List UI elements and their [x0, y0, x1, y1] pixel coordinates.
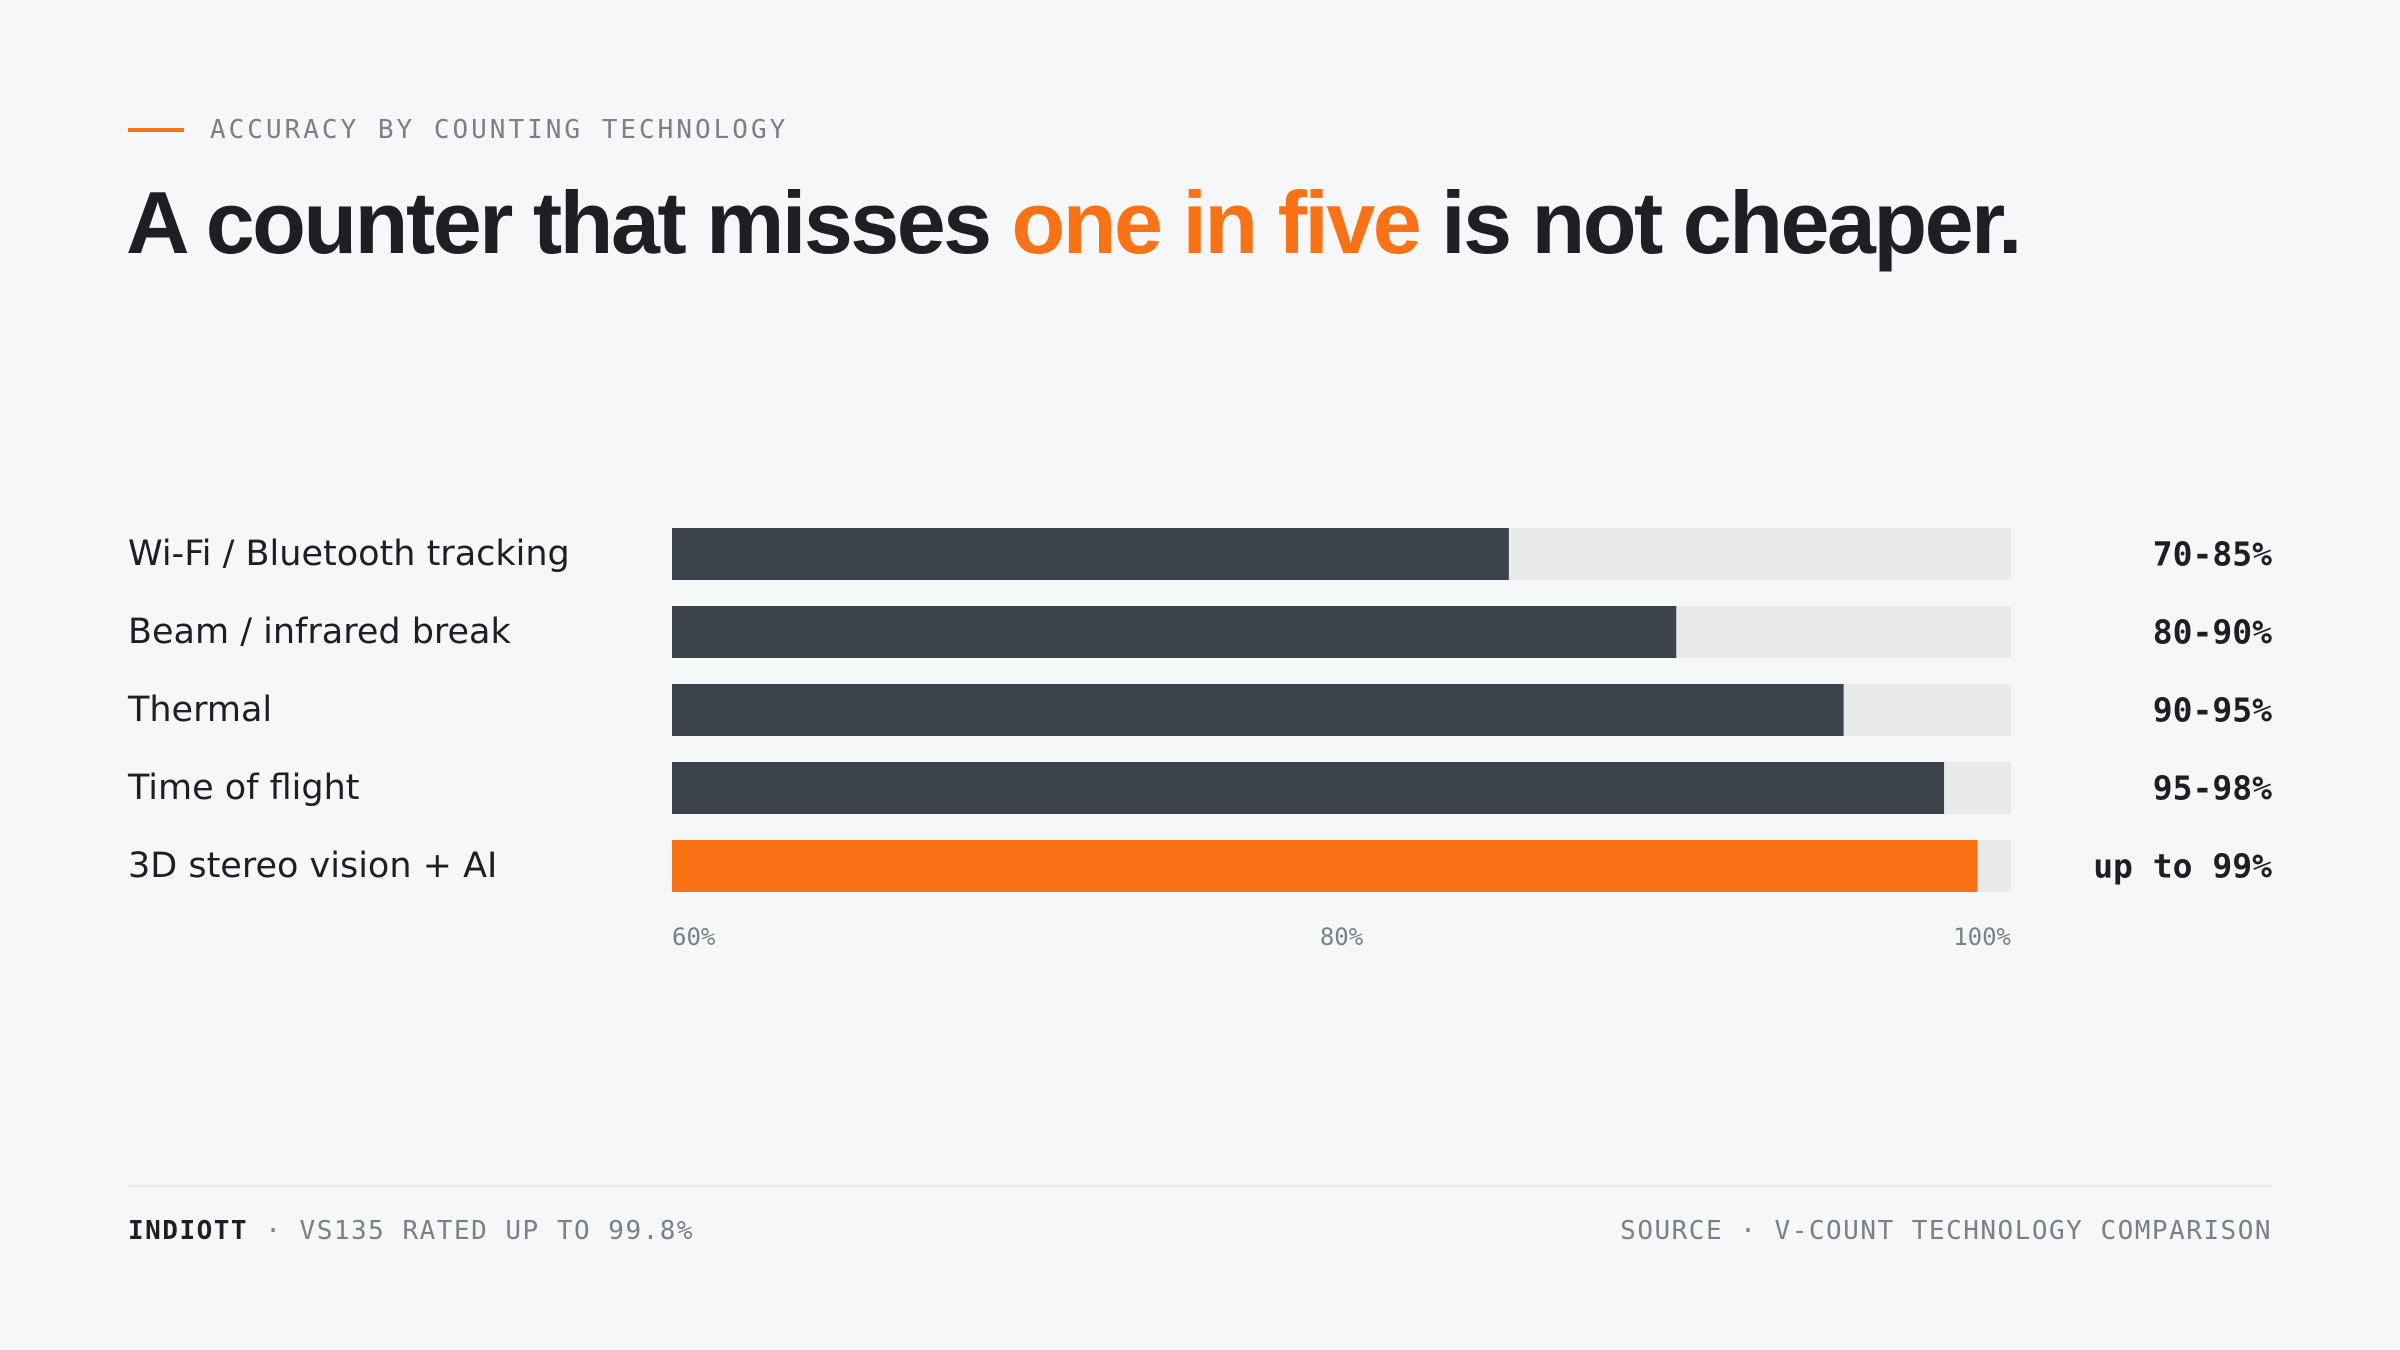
eyebrow: ACCURACY BY COUNTING TECHNOLOGY	[128, 112, 788, 148]
category-label: Wi-Fi / Bluetooth tracking	[128, 534, 570, 574]
category-label: Thermal	[127, 690, 272, 730]
headline: A counter that misses one in five is not…	[126, 168, 2022, 278]
footer-note: VS135 RATED UP TO 99.8%	[299, 1216, 695, 1246]
category-label: 3D stereo vision + AI	[128, 846, 497, 886]
eyebrow-text: ACCURACY BY COUNTING TECHNOLOGY	[210, 115, 789, 145]
bar-highlight	[672, 840, 1978, 892]
value-label: up to 99%	[2093, 847, 2272, 886]
value-label: 95-98%	[2153, 769, 2272, 808]
footer-separator: ·	[248, 1216, 300, 1246]
headline-before: A counter that misses	[126, 173, 1012, 272]
value-label: 90-95%	[2153, 691, 2272, 730]
category-label: Beam / infrared break	[128, 612, 512, 652]
x-tick-label: 100%	[1953, 923, 2011, 951]
footer-left: INDIOTT · VS135 RATED UP TO 99.8%	[128, 1216, 694, 1246]
headline-highlight: one in five	[1011, 173, 1422, 272]
bar	[672, 762, 1945, 814]
category-label: Time of flight	[127, 768, 360, 808]
footer-brand: INDIOTT	[128, 1216, 249, 1246]
bar	[672, 684, 1844, 736]
value-label: 80-90%	[2153, 613, 2272, 652]
footer-source: SOURCE · V-COUNT TECHNOLOGY COMPARISON	[1620, 1216, 2272, 1246]
bar	[672, 606, 1677, 658]
x-tick-label: 80%	[1320, 923, 1364, 951]
x-tick-label: 60%	[672, 923, 716, 951]
value-label: 70-85%	[2153, 535, 2272, 574]
bar	[672, 528, 1509, 580]
footer-divider	[128, 1185, 2272, 1187]
headline-after: is not cheaper.	[1419, 173, 2022, 272]
eyebrow-accent-rule	[128, 128, 184, 132]
